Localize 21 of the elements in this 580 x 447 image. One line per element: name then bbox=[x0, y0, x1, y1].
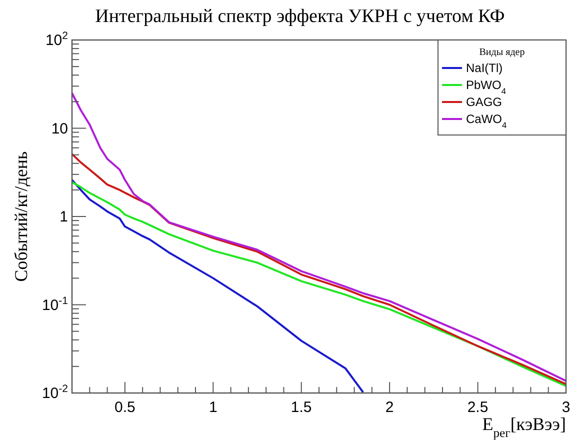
x-tick-label: 1.5 bbox=[290, 399, 312, 416]
x-tick-label: 2 bbox=[385, 399, 394, 416]
y-tick-label: 10$^{-2}$ bbox=[42, 383, 68, 402]
y-tick-label: 10$^{-1}$ bbox=[42, 294, 68, 314]
line-series bbox=[71, 92, 567, 382]
legend-title: Виды ядер bbox=[479, 47, 525, 58]
x-tick-label: 1 bbox=[208, 399, 218, 416]
x-axis-title: E$_{рег}$[кэВээ] bbox=[482, 414, 566, 440]
legend-label: PbWO$_{4}$ bbox=[466, 78, 506, 96]
y-tick-label: 1 bbox=[60, 208, 68, 226]
x-tick-label: 0.5 bbox=[114, 399, 136, 416]
y-tick-label: 10 bbox=[51, 120, 68, 138]
y-tick-label: 10$^{2}$ bbox=[45, 30, 68, 49]
legend-label: NaI(Tl) bbox=[466, 61, 503, 75]
legend-label: GAGG bbox=[466, 95, 502, 109]
chart-title: Интегральный спектр эффекта УКРН с учетом КФ bbox=[95, 6, 505, 27]
x-tick-label: 2.5 bbox=[467, 399, 488, 416]
x-tick-label: 3 bbox=[562, 399, 570, 416]
y-axis-title: Событий/кг/день bbox=[11, 151, 31, 282]
line-series bbox=[71, 178, 364, 394]
legend-label: CaWO$_{4}$ bbox=[466, 112, 507, 130]
